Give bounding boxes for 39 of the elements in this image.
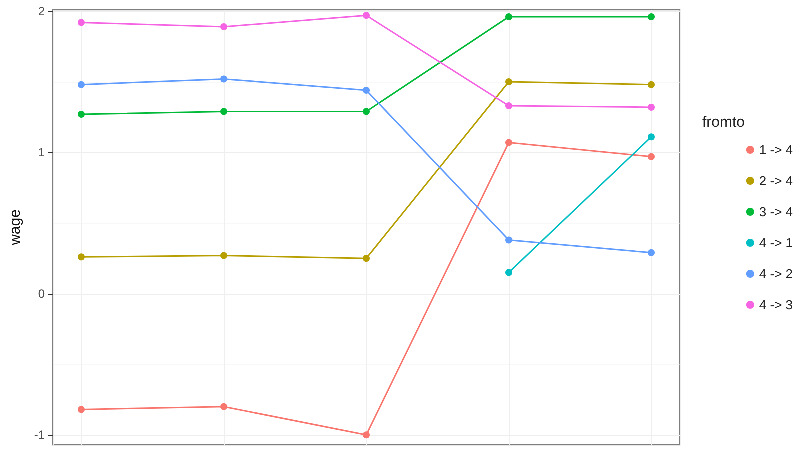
point — [363, 12, 370, 20]
legend-label: 4 -> 1 — [759, 236, 794, 250]
legend-title: fromto — [702, 114, 746, 131]
point — [78, 406, 85, 414]
legend-label: 4 -> 3 — [759, 298, 794, 312]
point — [78, 254, 85, 261]
point — [506, 14, 512, 21]
point — [220, 108, 228, 116]
y-tick-label: -1 — [34, 428, 46, 442]
point — [363, 87, 370, 94]
point — [506, 269, 512, 276]
legend-label: 4 -> 2 — [759, 266, 794, 282]
y-axis-title: wage — [7, 210, 24, 246]
point — [648, 81, 655, 88]
point — [648, 104, 655, 111]
point — [220, 23, 228, 30]
y-tick-label: 1 — [38, 146, 46, 160]
point — [648, 153, 655, 160]
legend-label: 3 -> 4 — [759, 204, 794, 220]
y-tick-label: 2 — [38, 4, 46, 18]
point — [506, 78, 512, 86]
point — [220, 403, 228, 410]
point — [506, 102, 512, 110]
point — [648, 14, 655, 21]
point — [363, 255, 370, 262]
point — [220, 252, 228, 260]
point — [506, 139, 512, 146]
point — [506, 236, 512, 244]
point — [363, 108, 370, 116]
point — [648, 249, 655, 256]
point — [363, 432, 370, 439]
y-tick-label: 0 — [38, 286, 46, 301]
legend-label: 2 -> 4 — [759, 174, 794, 188]
point — [648, 134, 655, 141]
point — [78, 81, 85, 88]
point — [78, 19, 85, 26]
point — [78, 111, 85, 118]
legend-label: 1 -> 4 — [759, 142, 794, 158]
point — [220, 76, 228, 83]
